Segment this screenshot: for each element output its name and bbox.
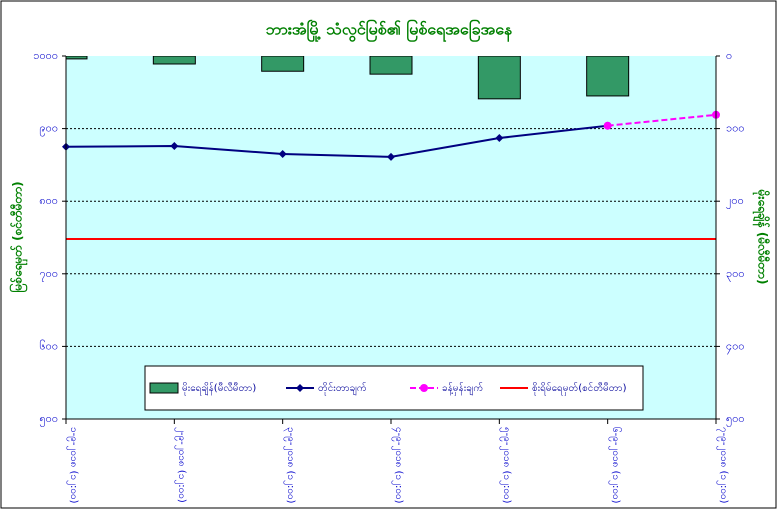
legend-marker [420, 384, 428, 392]
point [495, 134, 504, 143]
rain-bar [66, 56, 88, 60]
point [278, 150, 287, 159]
y2-tick-label: ၅၀၀ [726, 412, 745, 427]
legend-label: တိုင်းတာချက် [318, 381, 367, 396]
y-axis-label: မြစ်ရေမှတ် (စင်တီမီတာ) [8, 181, 29, 292]
y2-axis-label: မိုးရေချိန် (မီလီမီတာ) [752, 189, 772, 285]
point [170, 142, 179, 151]
x-tick-label: ၇-၉-၂၀၁၈ (၁၂:၀၀) [718, 427, 729, 504]
rain-bar [586, 56, 630, 97]
x-tick-label: ၄-၉-၂၀၁၈ (၁၂:၀၀) [393, 427, 404, 504]
y-tick-label: ၁၀၀၀ [33, 49, 58, 62]
y2-tick-label: ၃၀၀ [726, 267, 745, 282]
plot-area [66, 56, 716, 419]
rain-bar [477, 56, 521, 100]
y-tick-label: ၆၀၀ [39, 339, 58, 352]
x-tick-label: ၁-၉-၂၀၁၈ (၁၂:၀၀) [68, 427, 79, 504]
legend-label: ခန့်မှန်းချက် [442, 381, 483, 396]
y2-tick-label: ၂၀၀ [726, 194, 744, 209]
x-tick-label: ၅-၉-၂၀၁၈ (၁၂:၀၀) [501, 427, 513, 504]
level-line [66, 124, 608, 158]
legend [144, 365, 644, 411]
y2-tick-label: ၁၀၀ [726, 122, 745, 135]
point [603, 121, 612, 130]
rain-bar [369, 56, 413, 75]
y-tick-label: ၈၀၀ [39, 194, 58, 207]
legend-label: စိုးရိမ်ရေမှတ်(စင်တီမီတာ) [532, 381, 627, 396]
legend-marker [296, 384, 304, 392]
x-tick-label: ၆-၉-၂၀၁၈ (၁၂:၀၀) [609, 427, 621, 504]
x-tick-label: ၃-၉-၂၀၁၈ (၁၂:၀၀) [284, 427, 296, 504]
point [387, 152, 395, 161]
x-tick-label: ၂-၉-၂၀၁၈ (၁၂:၀၀) [176, 427, 188, 503]
level-line [607, 113, 716, 127]
legend-swatch [149, 382, 179, 394]
legend-label: မိုးရေချိန်(မီလီမီတာ) [182, 381, 256, 396]
y2-tick-label: ၀ [726, 49, 732, 62]
y-tick-label: ၇၀၀ [39, 267, 58, 282]
plot-content [66, 56, 716, 158]
y2-tick-label: ၄၀၀ [726, 339, 745, 354]
y-tick-label: ၉၀၀ [39, 122, 58, 137]
rain-bar [261, 56, 305, 72]
rain-bar [152, 56, 196, 65]
y-tick-label: ၅၀၀ [39, 412, 58, 427]
